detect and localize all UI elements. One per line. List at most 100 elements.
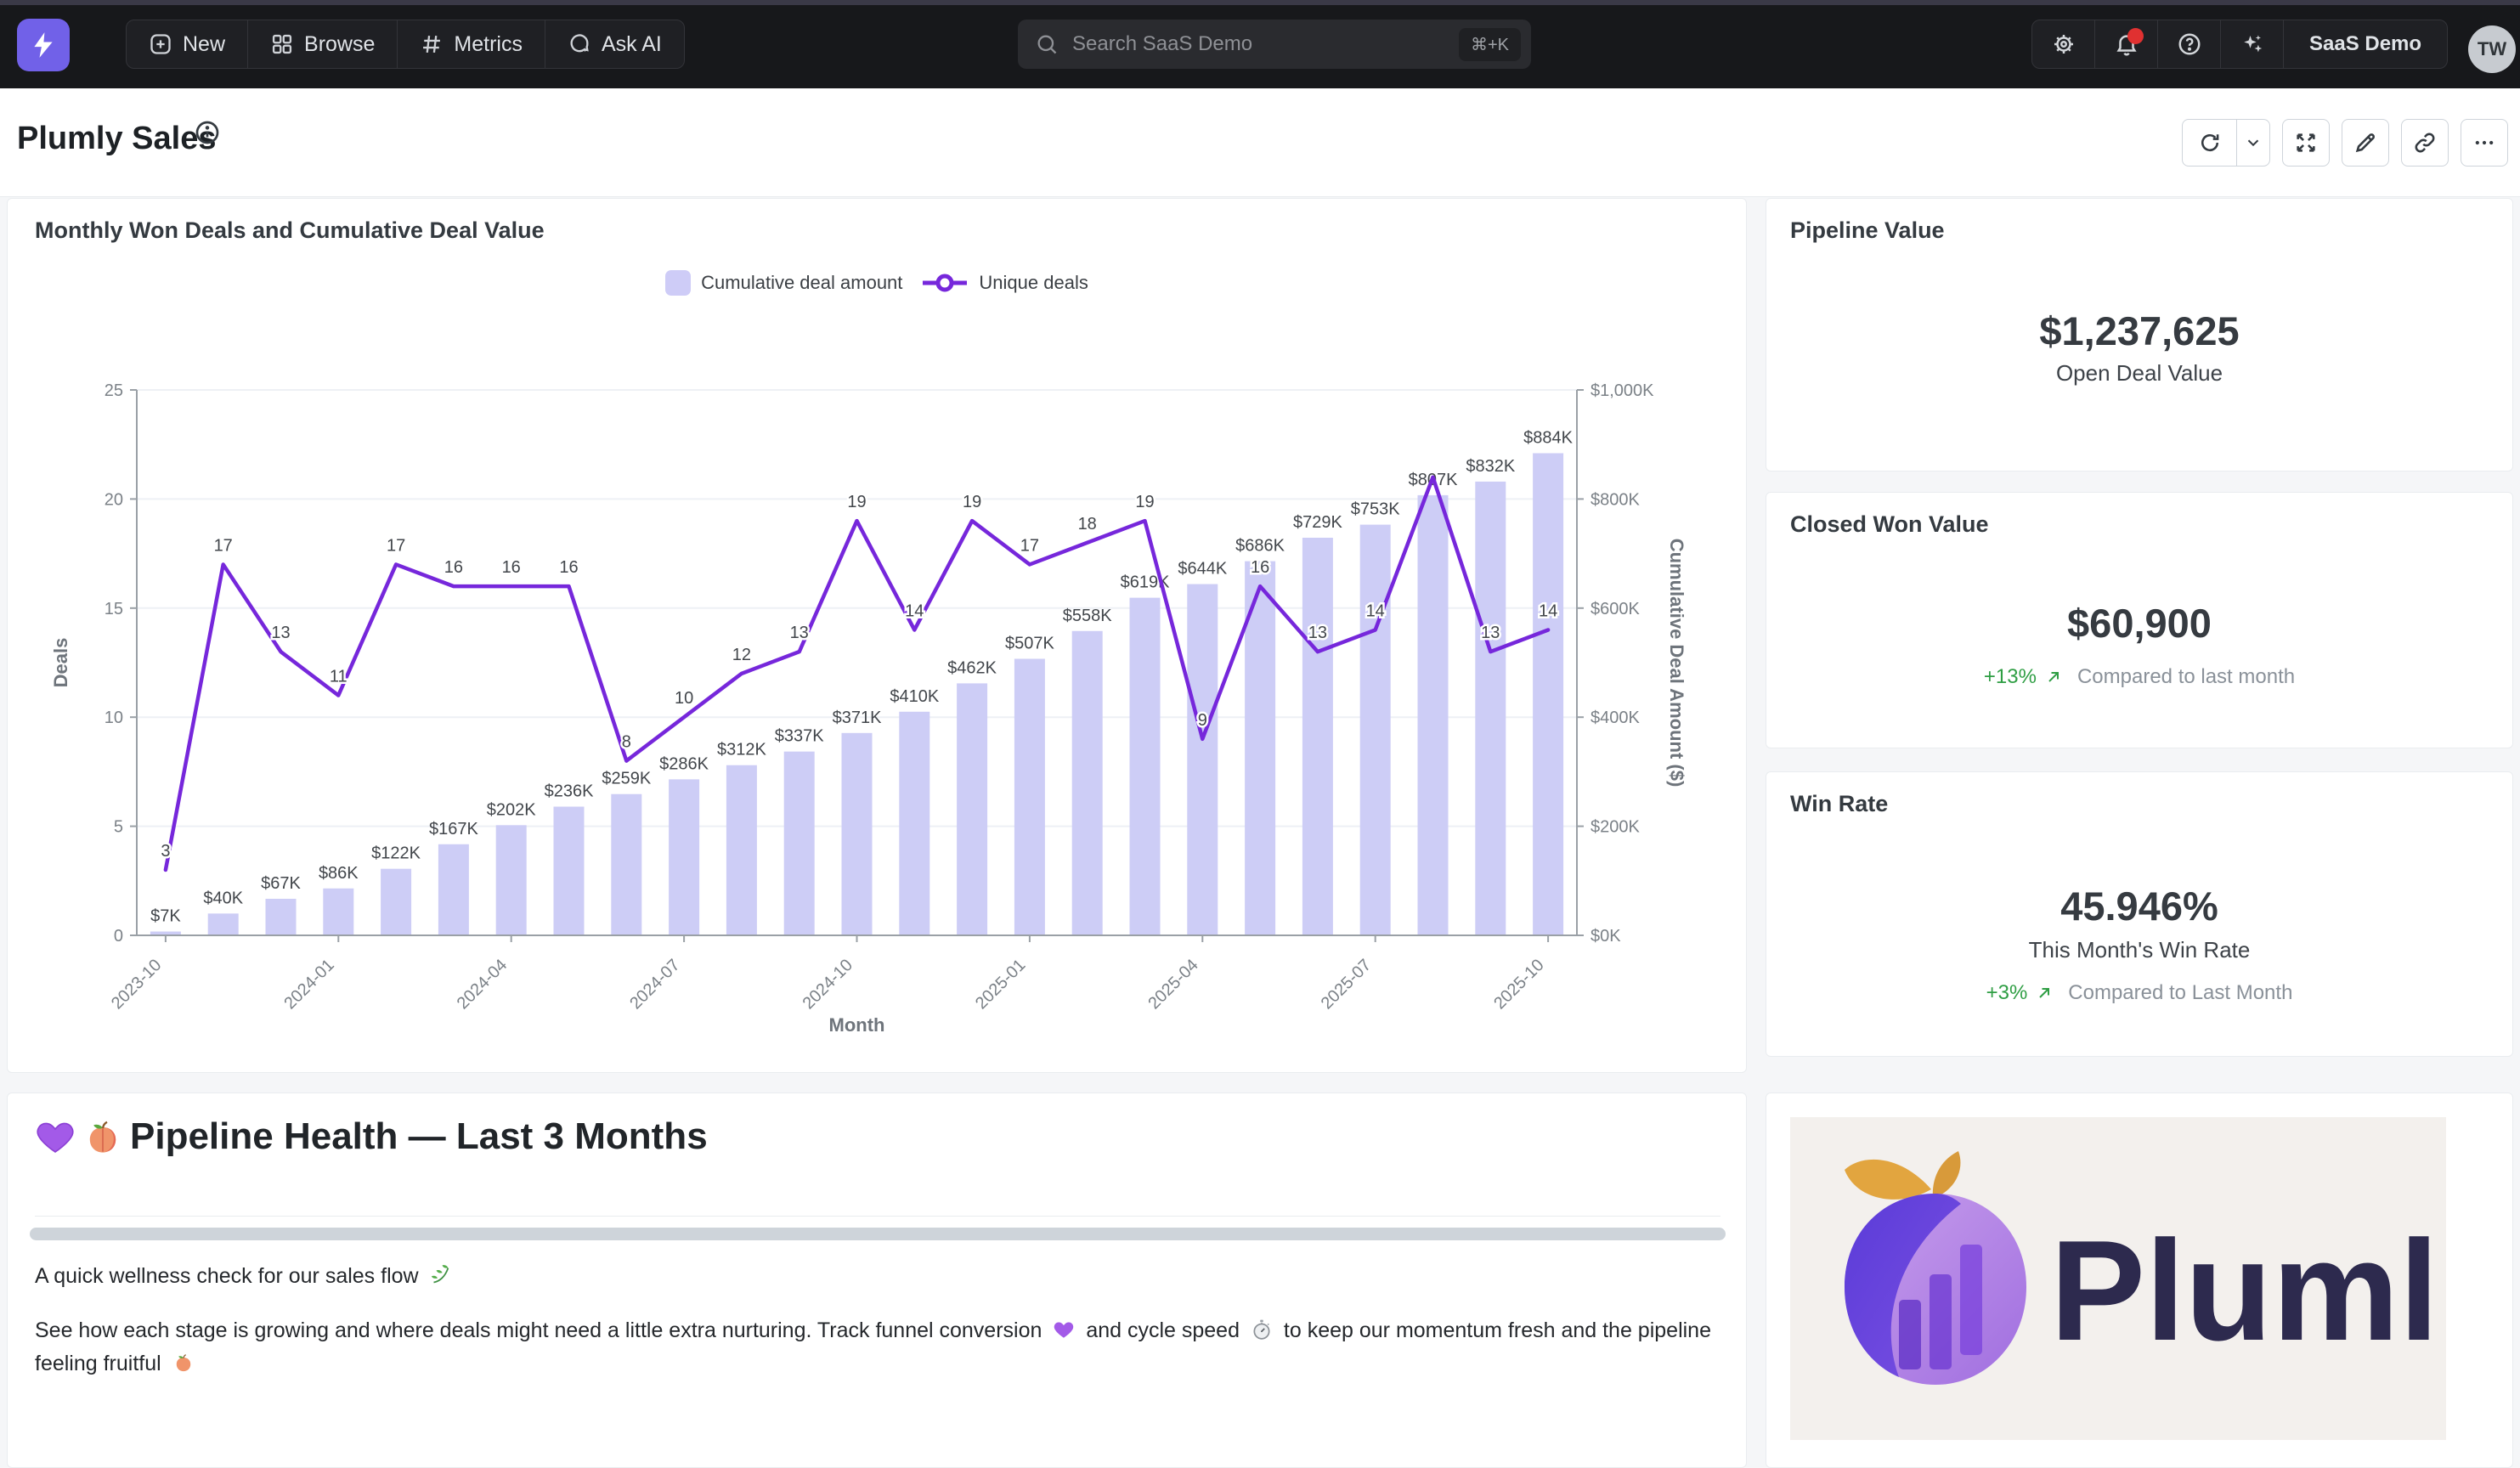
share-link-button[interactable]: [2401, 119, 2449, 167]
workspace-label: SaaS Demo: [2309, 32, 2422, 55]
avatar-initials: TW: [2477, 38, 2507, 59]
kpi-subtitle: This Month's Win Rate: [2028, 937, 2251, 963]
refresh-icon: [2201, 133, 2218, 152]
svg-text:17: 17: [214, 536, 233, 555]
dashboard-header: Plumly Sales: [0, 88, 2520, 197]
svg-text:13: 13: [1308, 624, 1327, 642]
kpi-title: Win Rate: [1790, 791, 1889, 816]
kpi-change-row: +3% Compared to Last Month: [1766, 981, 2512, 1005]
chat-star-icon: [570, 34, 589, 53]
paragraph-text: and cycle speed: [1086, 1318, 1240, 1342]
info-icon[interactable]: [194, 119, 221, 150]
svg-text:2024-07: 2024-07: [626, 956, 683, 1013]
svg-text:Month: Month: [829, 1014, 885, 1036]
chart-title: Monthly Won Deals and Cumulative Deal Va…: [35, 217, 545, 243]
kpi-change-row: +13% Compared to last month: [1766, 665, 2512, 689]
help-button[interactable]: [2158, 20, 2221, 68]
svg-text:13: 13: [271, 624, 290, 642]
search-input[interactable]: [1072, 32, 1459, 56]
global-search[interactable]: ⌘+K: [1018, 20, 1531, 69]
refresh-options-button[interactable]: [2237, 119, 2269, 167]
nav-button-label: Metrics: [454, 31, 523, 56]
bar-swatch-icon: [665, 270, 692, 296]
search-shortcut-badge: ⌘+K: [1458, 27, 1521, 61]
more-options-button[interactable]: [2461, 119, 2508, 167]
paragraph-text: to keep our momentum fresh and the pipel…: [35, 1318, 1711, 1375]
svg-text:16: 16: [444, 558, 463, 577]
peach-emoji: [89, 1121, 116, 1153]
svg-text:17: 17: [387, 536, 405, 555]
svg-text:$40K: $40K: [203, 889, 243, 907]
svg-text:19: 19: [963, 493, 981, 511]
svg-text:$729K: $729K: [1293, 513, 1342, 532]
svg-text:2024-01: 2024-01: [280, 956, 337, 1013]
new-button[interactable]: New: [127, 20, 249, 68]
kpi-title: Closed Won Value: [1790, 511, 1989, 537]
kpi-title: Pipeline Value: [1790, 217, 1945, 243]
markdown-heading: Pipeline Health — Last 3 Months: [35, 1115, 708, 1158]
svg-text:$462K: $462K: [947, 658, 997, 677]
app-logo[interactable]: [17, 19, 70, 71]
expand-icon: [2297, 133, 2315, 152]
svg-text:16: 16: [502, 558, 521, 577]
link-icon: [2415, 133, 2435, 153]
herb-emoji: [431, 1265, 449, 1284]
legend-label: Unique deals: [979, 272, 1088, 293]
svg-text:19: 19: [1135, 493, 1154, 511]
svg-text:$400K: $400K: [1591, 709, 1640, 727]
chevron-down-icon: [2247, 139, 2259, 147]
ai-sparkles-button[interactable]: [2221, 20, 2284, 68]
ask-ai-button[interactable]: Ask AI: [545, 20, 684, 68]
svg-text:2025-01: 2025-01: [972, 956, 1029, 1013]
browse-button[interactable]: Browse: [248, 20, 398, 68]
svg-text:$686K: $686K: [1235, 537, 1285, 556]
plumly-logo-image: Plumly: [1790, 1117, 2446, 1440]
brand-name: Plumly: [2050, 1211, 2432, 1370]
workspace-switcher[interactable]: SaaS Demo: [2284, 20, 2447, 68]
kpi-change-label: Compared to last month: [2076, 665, 2296, 688]
metrics-button[interactable]: Metrics: [398, 20, 545, 68]
svg-text:$371K: $371K: [833, 709, 882, 727]
svg-text:13: 13: [790, 624, 809, 642]
svg-text:$337K: $337K: [775, 727, 824, 746]
user-avatar[interactable]: TW: [2468, 25, 2516, 73]
kpi-tile-pipeline-value: Pipeline Value $1,237,625 Open Deal Valu…: [1766, 198, 2513, 471]
thick-divider-bar[interactable]: [30, 1228, 1726, 1240]
trend-up-icon: [2039, 988, 2050, 998]
help-icon: [2178, 33, 2200, 55]
kpi-value: $60,900: [2067, 601, 2212, 646]
svg-text:2025-07: 2025-07: [1318, 956, 1375, 1013]
kpi-tile-win-rate: Win Rate 45.946% This Month's Win Rate +…: [1766, 771, 2513, 1057]
brand-logo-tile: Plumly: [1766, 1093, 2513, 1468]
svg-text:19: 19: [847, 493, 866, 511]
svg-text:$558K: $558K: [1063, 607, 1112, 625]
edit-button[interactable]: [2342, 119, 2389, 167]
svg-text:$67K: $67K: [261, 874, 301, 893]
svg-text:$753K: $753K: [1351, 500, 1400, 519]
trend-up-icon: [2048, 672, 2059, 682]
svg-text:15: 15: [105, 600, 123, 618]
notification-dot: [2127, 28, 2144, 44]
combo-chart[interactable]: 0 $0K 5 $200K 10 $400K 15 $600K 20 $800K 25 $1,000K…: [8, 318, 1748, 1065]
legend-item-bar[interactable]: Cumulative deal amount: [665, 270, 902, 296]
pencil-icon: [2355, 133, 2375, 153]
svg-text:11: 11: [330, 668, 347, 686]
legend-item-line[interactable]: Unique deals: [921, 272, 1088, 294]
sparkles-icon: [2243, 35, 2262, 53]
notifications-button[interactable]: [2095, 20, 2158, 68]
line-swatch-icon: [923, 274, 968, 292]
fullscreen-button[interactable]: [2282, 119, 2330, 167]
leaf-shape: [1845, 1159, 1931, 1200]
svg-text:16: 16: [559, 558, 578, 577]
plus-square-icon: [150, 34, 171, 54]
svg-text:Deals: Deals: [50, 638, 71, 688]
svg-text:2025-04: 2025-04: [1144, 956, 1201, 1013]
svg-text:$884K: $884K: [1523, 428, 1573, 447]
svg-text:12: 12: [732, 646, 751, 664]
svg-text:17: 17: [1020, 536, 1039, 555]
settings-button[interactable]: [2032, 20, 2095, 68]
svg-text:$7K: $7K: [150, 907, 181, 926]
svg-text:$507K: $507K: [1005, 635, 1054, 653]
refresh-button[interactable]: [2183, 119, 2237, 167]
refresh-split-button[interactable]: [2182, 119, 2270, 167]
